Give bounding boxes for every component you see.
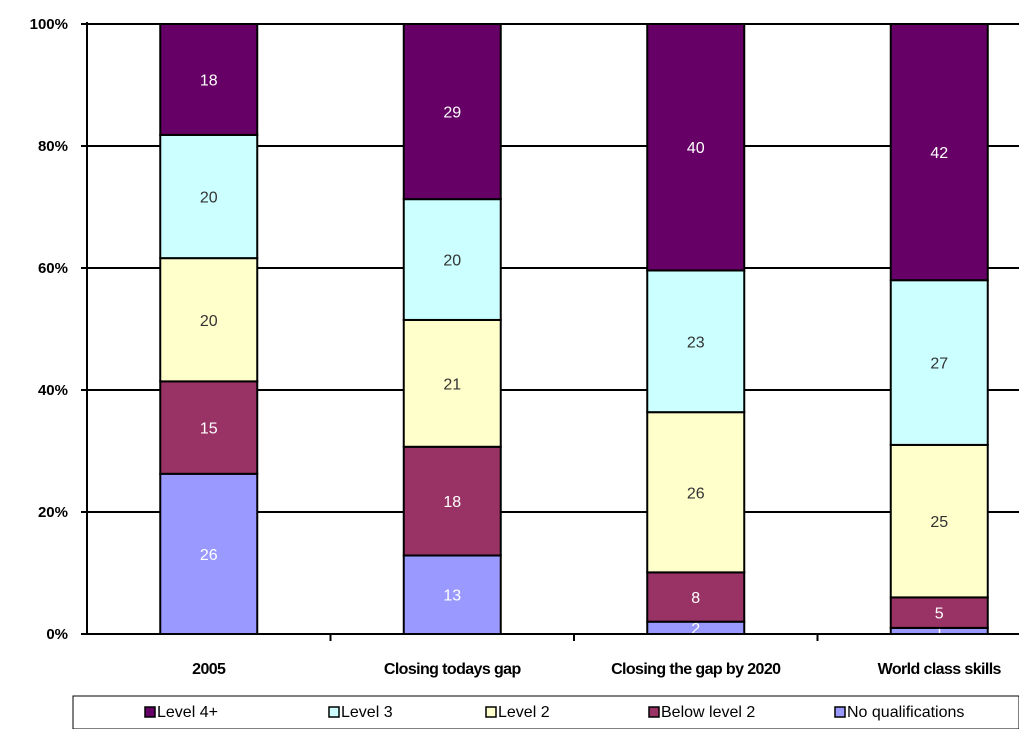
data-label: 8 xyxy=(691,590,700,607)
data-label: 18 xyxy=(443,494,461,511)
legend-swatch xyxy=(834,706,846,718)
data-label: 26 xyxy=(200,547,218,564)
bar-segment-level-4- xyxy=(646,23,746,272)
legend-label: Level 2 xyxy=(498,704,550,721)
bars: 26 15 20 20 18 13 18 21 20 29 2 8 26 23 40 15 25 27 42 xyxy=(159,23,989,641)
data-label: 21 xyxy=(443,376,461,393)
data-label: 18 xyxy=(200,72,218,89)
data-label: 25 xyxy=(930,514,948,531)
x-category-labels: 2005 Closing todays gap Closing the gap by… xyxy=(192,661,1002,678)
data-label: 20 xyxy=(200,190,218,207)
bar-segment-below-level-2 xyxy=(159,380,259,475)
legend-label: Level 4+ xyxy=(157,704,218,721)
data-label: 42 xyxy=(930,145,948,162)
bar-segment-level-3 xyxy=(402,198,502,321)
y-tick-label: 80% xyxy=(38,138,68,155)
legend-box xyxy=(72,695,1019,729)
legend: Level 4+ Level 3 Level 2 Below level 2 No qu… xyxy=(72,695,1019,729)
bar-segment-level-4- xyxy=(889,23,989,282)
data-label: 26 xyxy=(687,485,705,502)
data-label: 29 xyxy=(443,105,461,122)
legend-swatch xyxy=(648,706,660,718)
x-category-label: 2005 xyxy=(192,661,226,678)
bar-segment-no-qualifications xyxy=(159,472,259,635)
data-label: 23 xyxy=(687,334,705,351)
legend-swatch xyxy=(485,706,497,718)
bar-segment-level-2 xyxy=(402,318,502,448)
y-tick-label: 40% xyxy=(38,382,68,399)
data-label: 40 xyxy=(687,140,705,157)
bar-segment-level-4- xyxy=(402,23,502,201)
data-label: 27 xyxy=(930,356,948,373)
y-tick-label: 0% xyxy=(46,626,68,643)
bar-segment-below-level-2 xyxy=(646,571,746,623)
y-tick-label: 20% xyxy=(38,504,68,521)
data-label: 2 xyxy=(691,621,700,638)
y-tick-label: 60% xyxy=(38,260,68,277)
legend-label: No qualifications xyxy=(847,704,964,721)
bar-segment-level-2 xyxy=(646,411,746,574)
y-tick-label: 100% xyxy=(30,16,68,33)
legend-label: Level 3 xyxy=(341,704,393,721)
x-category-label: World class skills xyxy=(878,661,1002,678)
data-label: 1 xyxy=(935,624,944,641)
x-category-label: Closing the gap by 2020 xyxy=(611,661,781,678)
data-label: 13 xyxy=(443,588,461,605)
data-label: 5 xyxy=(935,606,944,623)
x-category-label: Closing todays gap xyxy=(384,661,522,678)
bar-segment-below-level-2 xyxy=(402,445,502,557)
legend-swatch xyxy=(144,706,156,718)
data-label: 20 xyxy=(200,313,218,330)
axes xyxy=(81,22,1019,641)
bar-segment-level-4- xyxy=(159,23,259,136)
data-label: 20 xyxy=(443,253,461,270)
data-label: 15 xyxy=(200,421,218,438)
bar-segment-level-3 xyxy=(889,279,989,446)
legend-swatch xyxy=(328,706,340,718)
bar-segment-level-2 xyxy=(889,443,989,599)
y-tick-labels: 0% 20% 40% 60% 80% 100% xyxy=(30,16,68,643)
bar-segment-level-3 xyxy=(646,269,746,414)
legend-label: Below level 2 xyxy=(661,704,755,721)
